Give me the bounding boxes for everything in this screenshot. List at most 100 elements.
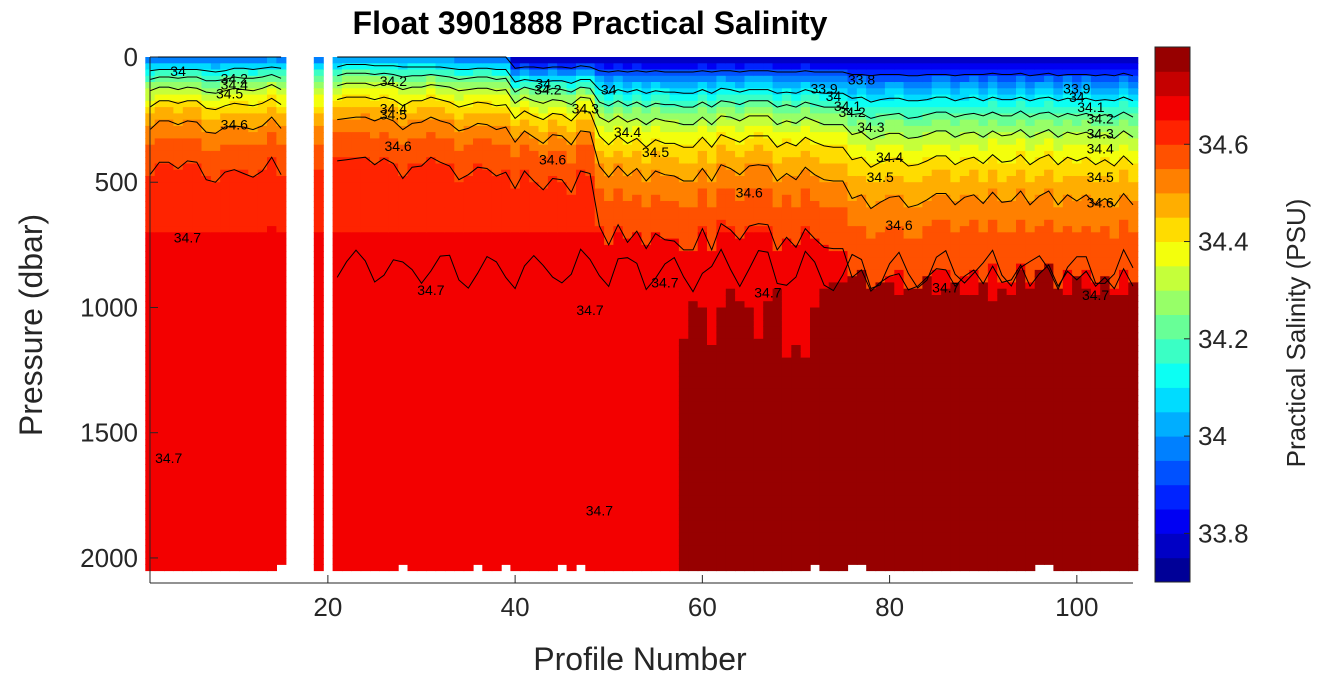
heatmap-cell	[201, 244, 212, 252]
heatmap-cell	[173, 401, 184, 409]
heatmap-cell	[164, 169, 174, 177]
heatmap-cell	[388, 558, 399, 565]
heatmap-cell	[707, 169, 717, 177]
heatmap-cell	[182, 464, 193, 471]
heatmap-cell	[351, 495, 362, 503]
heatmap-cell	[164, 176, 174, 183]
heatmap-cell	[613, 395, 624, 402]
heatmap-cell	[444, 63, 455, 71]
heatmap-cell	[360, 432, 371, 440]
heatmap-cell	[529, 426, 540, 434]
heatmap-cell	[604, 295, 615, 302]
heatmap-cell	[435, 263, 446, 271]
heatmap-cell	[632, 238, 643, 246]
heatmap-cell	[669, 313, 680, 321]
heatmap-cell	[576, 476, 586, 484]
heatmap-cell	[707, 407, 717, 415]
heatmap-cell	[660, 370, 671, 377]
heatmap-cell	[491, 345, 502, 352]
heatmap-cell	[510, 445, 521, 453]
heatmap-cell	[735, 495, 746, 503]
heatmap-cell	[519, 470, 530, 478]
heatmap-cell	[538, 251, 549, 258]
heatmap-cell	[744, 338, 755, 346]
heatmap-cell	[201, 357, 212, 365]
heatmap-cell	[388, 370, 399, 377]
heatmap-cell	[332, 507, 343, 515]
heatmap-cell	[707, 451, 717, 459]
heatmap-cell	[585, 401, 596, 409]
heatmap-cell	[482, 226, 493, 233]
heatmap-cell	[641, 489, 652, 496]
heatmap-cell	[238, 269, 249, 277]
heatmap-cell	[201, 526, 212, 534]
heatmap-cell	[463, 501, 474, 509]
heatmap-cell	[332, 545, 343, 553]
heatmap-cell	[688, 401, 699, 409]
heatmap-cell	[641, 94, 652, 102]
heatmap-cell	[267, 188, 277, 196]
heatmap-cell	[407, 451, 418, 459]
heatmap-cell	[622, 69, 633, 77]
heatmap-cell	[210, 301, 221, 309]
heatmap-cell	[351, 88, 362, 96]
heatmap-cell	[613, 345, 624, 352]
heatmap-cell	[379, 501, 390, 509]
heatmap-cell	[416, 226, 427, 233]
heatmap-cell	[454, 82, 465, 89]
heatmap-cell	[407, 188, 418, 196]
heatmap-cell	[585, 269, 596, 277]
heatmap-cell	[463, 357, 474, 365]
heatmap-cell	[210, 495, 221, 503]
heatmap-cell	[164, 426, 174, 434]
heatmap-cell	[332, 432, 343, 440]
heatmap-cell	[220, 57, 231, 64]
heatmap-cell	[594, 94, 605, 102]
heatmap-cell	[201, 213, 212, 221]
heatmap-cell	[210, 514, 221, 521]
heatmap-cell	[267, 539, 277, 547]
heatmap-cell	[407, 176, 418, 183]
heatmap-cell	[238, 119, 249, 127]
heatmap-cell	[613, 370, 624, 377]
heatmap-cell	[257, 545, 268, 553]
heatmap-cell	[501, 150, 512, 158]
heatmap-cell	[182, 457, 193, 465]
heatmap-cell	[473, 551, 483, 559]
heatmap-cell	[192, 150, 203, 158]
heatmap-cell	[538, 489, 549, 496]
heatmap-cell	[604, 194, 615, 202]
heatmap-cell	[267, 382, 277, 390]
heatmap-cell	[444, 82, 455, 89]
heatmap-cell	[744, 100, 755, 108]
heatmap-cell	[444, 445, 455, 453]
heatmap-cell	[510, 269, 521, 277]
heatmap-cell	[707, 144, 717, 152]
heatmap-cell	[182, 376, 193, 384]
heatmap-cell	[164, 514, 174, 521]
heatmap-cell	[744, 432, 755, 440]
heatmap-cell	[407, 144, 418, 152]
heatmap-cell	[229, 194, 240, 202]
heatmap-cell	[604, 138, 615, 146]
heatmap-cell	[257, 238, 268, 246]
heatmap-cell	[613, 75, 624, 83]
heatmap-cell	[632, 520, 643, 528]
heatmap-cell	[632, 201, 643, 208]
heatmap-cell	[697, 395, 708, 402]
heatmap-cell	[257, 482, 268, 490]
heatmap-cell	[426, 263, 437, 271]
heatmap-cell	[351, 251, 362, 258]
heatmap-cell	[557, 401, 568, 409]
heatmap-cell	[426, 514, 437, 521]
heatmap-cell	[351, 351, 362, 359]
heatmap-cell	[576, 439, 586, 446]
heatmap-cell	[473, 532, 483, 540]
heatmap-cell	[660, 125, 671, 133]
heatmap-cell	[351, 370, 362, 377]
heatmap-cell	[622, 269, 633, 277]
heatmap-cell	[313, 182, 324, 190]
heatmap-cell	[192, 157, 203, 165]
heatmap-cell	[678, 194, 689, 202]
heatmap-cell	[735, 144, 746, 152]
